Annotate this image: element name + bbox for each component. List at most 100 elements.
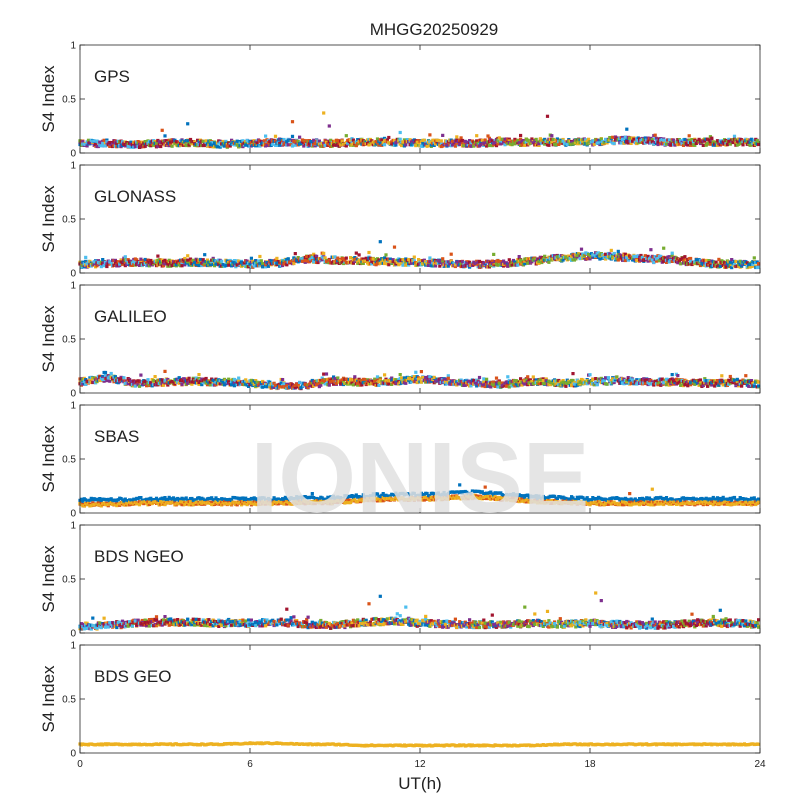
data-point-spike: [163, 370, 166, 373]
data-point: [387, 263, 390, 266]
data-point: [547, 144, 550, 147]
data-point: [108, 380, 111, 383]
data-point: [552, 138, 555, 141]
data-point: [489, 385, 492, 388]
data-point: [383, 262, 386, 265]
data-point: [358, 253, 361, 256]
y-tick-label: 0: [70, 269, 76, 280]
y-axis-label: S4 Index: [39, 65, 58, 133]
data-point: [98, 497, 101, 500]
data-point: [250, 257, 253, 260]
data-point: [461, 260, 464, 263]
data-point: [695, 258, 698, 261]
data-point: [171, 145, 174, 148]
data-point: [428, 133, 431, 136]
data-point: [387, 136, 390, 139]
data-point: [753, 256, 756, 259]
data-point: [736, 378, 739, 381]
panel-label: GLONASS: [94, 187, 176, 206]
data-point-spike: [197, 373, 200, 376]
data-point: [345, 257, 348, 260]
data-point: [730, 258, 733, 261]
data-point: [624, 136, 627, 139]
data-point: [383, 373, 386, 376]
data-point: [377, 384, 380, 387]
data-point: [154, 375, 157, 378]
panel-label: GALILEO: [94, 307, 167, 326]
data-point: [138, 385, 141, 388]
data-point: [224, 264, 227, 267]
data-point: [733, 379, 736, 382]
data-point: [387, 382, 390, 385]
data-point-spike: [662, 247, 665, 250]
data-point: [205, 139, 208, 142]
data-point-spike: [475, 134, 478, 137]
data-point: [464, 140, 467, 143]
data-point: [203, 253, 206, 256]
data-point: [363, 378, 366, 381]
y-axis-label: S4 Index: [39, 185, 58, 253]
data-point: [620, 141, 623, 144]
data-point: [734, 260, 737, 263]
data-point: [671, 252, 674, 255]
data-point: [492, 253, 495, 256]
data-point: [705, 259, 708, 262]
data-point-spike: [671, 373, 674, 376]
data-point: [652, 261, 655, 264]
data-point: [237, 377, 240, 380]
data-point: [450, 253, 453, 256]
data-point: [202, 258, 205, 261]
data-point: [325, 372, 328, 375]
data-point: [484, 138, 487, 141]
data-point: [543, 382, 546, 385]
data-point: [399, 138, 402, 141]
data-point-spike: [580, 248, 583, 251]
data-point: [662, 139, 665, 142]
data-point: [134, 385, 137, 388]
data-point-spike: [294, 252, 297, 255]
data-point: [349, 256, 352, 259]
data-point: [163, 134, 166, 137]
data-point: [519, 134, 522, 137]
data-point: [418, 377, 421, 380]
data-point: [291, 135, 294, 138]
data-point: [594, 377, 597, 380]
data-point: [384, 253, 387, 256]
data-point: [139, 258, 142, 261]
data-point: [596, 383, 599, 386]
data-point: [448, 262, 451, 265]
data-point: [186, 259, 189, 262]
data-point: [336, 376, 339, 379]
data-point: [417, 258, 420, 261]
data-point: [156, 255, 159, 258]
data-point: [186, 254, 189, 257]
data-point: [610, 249, 613, 252]
data-point: [139, 374, 142, 377]
data-point: [588, 373, 591, 376]
data-point-spike: [617, 250, 620, 253]
data-point: [226, 145, 229, 148]
data-point: [298, 381, 301, 384]
y-tick-label: 1: [70, 281, 76, 292]
data-point: [655, 137, 658, 140]
data-point: [287, 143, 290, 146]
data-point: [275, 257, 278, 260]
data-point: [129, 380, 132, 383]
data-point: [605, 383, 608, 386]
panel-label: GPS: [94, 67, 130, 86]
data-point: [426, 145, 429, 148]
data-point: [291, 144, 294, 147]
data-point: [180, 264, 183, 267]
data-point: [740, 385, 743, 388]
data-point: [227, 264, 230, 267]
data-point: [461, 139, 464, 142]
data-point: [404, 143, 407, 146]
data-point: [103, 264, 106, 267]
y-tick-label: 0: [70, 149, 76, 160]
data-point: [519, 377, 522, 380]
data-point-spike: [506, 375, 509, 378]
